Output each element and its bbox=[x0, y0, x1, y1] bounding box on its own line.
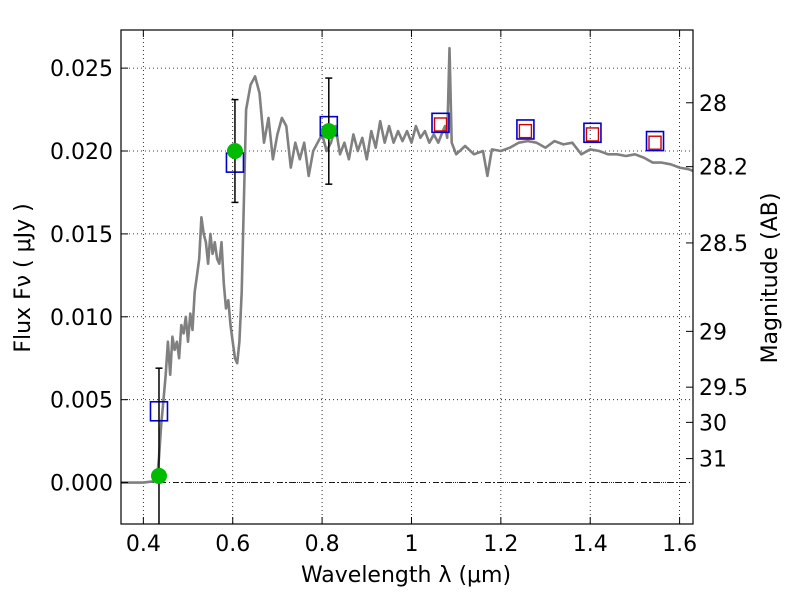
model-photometry-box bbox=[583, 122, 602, 144]
model-photometry-box bbox=[645, 130, 665, 152]
observed-point bbox=[320, 123, 337, 140]
y-tick-label: 0.025 bbox=[50, 57, 113, 82]
magnitude-tick-label: 30 bbox=[699, 411, 727, 436]
observed-point bbox=[150, 467, 167, 484]
magnitude-tick-label: 28.5 bbox=[699, 232, 748, 257]
y-tick-label: 0.020 bbox=[50, 140, 113, 165]
magnitude-tick-label: 29.5 bbox=[699, 376, 748, 401]
x-tick-label: 1.6 bbox=[662, 532, 697, 557]
magnitude-tick-label: 31 bbox=[699, 448, 727, 473]
data-marks bbox=[149, 77, 665, 524]
magnitude-tick-label: 28 bbox=[699, 92, 727, 117]
y-tick-label: 0.010 bbox=[50, 306, 113, 331]
observed-point bbox=[226, 143, 243, 160]
grid bbox=[121, 30, 693, 524]
x-tick-label: 0.6 bbox=[215, 532, 250, 557]
x-tick-label: 1.2 bbox=[483, 532, 518, 557]
x-tick-label: 1 bbox=[404, 532, 418, 557]
magnitude-tick-label: 28.2 bbox=[699, 156, 748, 181]
model-photometry-box bbox=[516, 119, 535, 140]
model-spectrum-line bbox=[121, 46, 694, 484]
x-axis-label: Wavelength λ (μm) bbox=[301, 563, 511, 588]
model-photometry-box bbox=[431, 112, 450, 134]
model-photometry-inner-box bbox=[518, 123, 533, 139]
x-tick-label: 0.8 bbox=[305, 532, 340, 557]
y-tick-label: 0.015 bbox=[50, 223, 113, 248]
x-tick-label: 0.4 bbox=[126, 532, 161, 557]
y-tick-label: 0.000 bbox=[50, 472, 113, 497]
plot-frame bbox=[120, 29, 694, 525]
model-photometry-inner-box bbox=[648, 135, 662, 150]
model-photometry-inner-box bbox=[585, 127, 600, 142]
axes: 0.4 0.6 0.8 1 1.2 1.4 1.6 0.000 0.005 0.010 0.015 0… bbox=[50, 30, 748, 557]
y-tick-label: 0.005 bbox=[50, 389, 113, 414]
model-photometry-inner-box bbox=[433, 117, 448, 132]
y-axis-label: Flux Fν ( μJy ) bbox=[11, 203, 36, 352]
right-axis-label: Magnitude (AB) bbox=[758, 193, 783, 364]
magnitude-tick-label: 29 bbox=[699, 320, 727, 345]
x-tick-label: 1.4 bbox=[573, 532, 608, 557]
